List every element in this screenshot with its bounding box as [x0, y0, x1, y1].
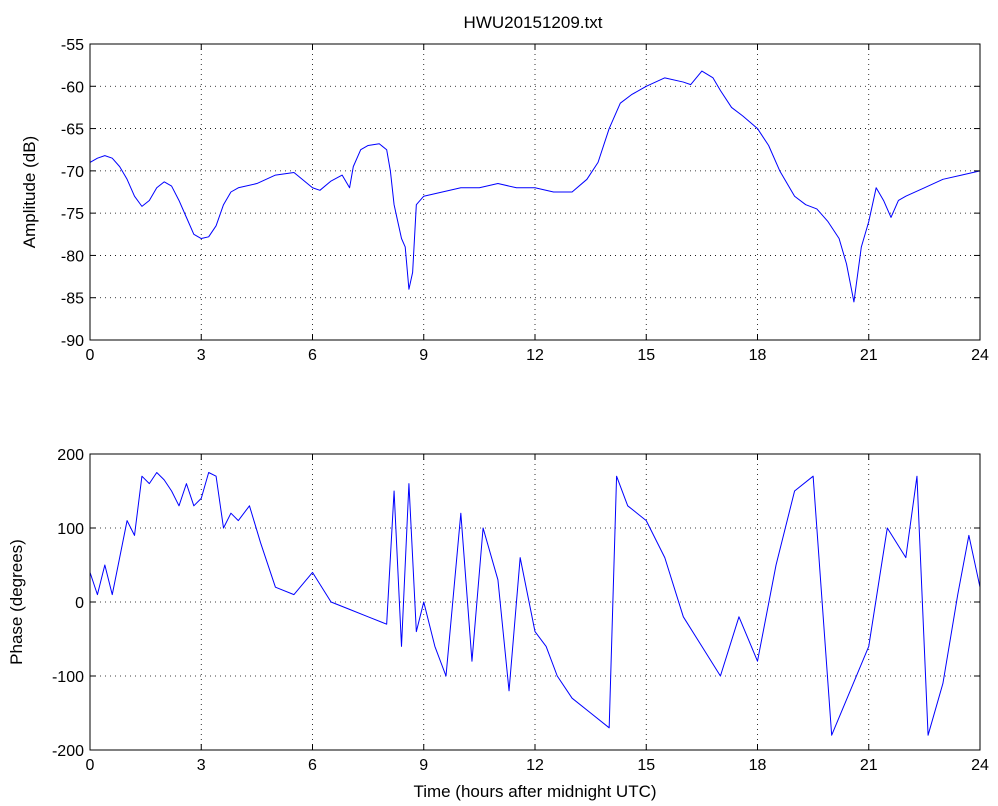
- amplitude-y-tick-label: -70: [61, 164, 84, 181]
- phase-y-tick-label: 100: [57, 521, 84, 538]
- amplitude-x-tick-label: 21: [860, 347, 878, 364]
- amplitude-series-line: [89, 70, 981, 303]
- amplitude-x-tick-label: 24: [971, 347, 989, 364]
- phase-x-tick-label: 0: [86, 757, 95, 774]
- phase-y-tick-label: -100: [52, 669, 84, 686]
- amplitude-x-tick-label: 12: [526, 347, 544, 364]
- phase-x-tick-label: 3: [197, 757, 206, 774]
- amplitude-x-tick-label: 0: [86, 347, 95, 364]
- amplitude-x-tick-label: 9: [419, 347, 428, 364]
- phase-x-tick-label: 6: [308, 757, 317, 774]
- phase-y-axis-label: Phase (degrees): [7, 539, 26, 665]
- chart-title: HWU20151209.txt: [464, 13, 603, 32]
- x-axis-label: Time (hours after midnight UTC): [413, 782, 656, 801]
- amplitude-y-axis-label: Amplitude (dB): [20, 136, 39, 248]
- phase-x-tick-label: 15: [637, 757, 655, 774]
- amplitude-plot: HWU20151209.txt 0 3 6 9 12 15 18 21 24 -55 -60 -65 -…: [20, 13, 989, 364]
- amplitude-grid: [90, 44, 980, 340]
- amplitude-x-tick-label: 6: [308, 347, 317, 364]
- amplitude-y-tick-label: -55: [61, 37, 84, 54]
- phase-series: [89, 472, 981, 736]
- phase-x-tick-label: 18: [749, 757, 767, 774]
- phase-x-tick-label: 12: [526, 757, 544, 774]
- phase-x-tick-label: 9: [419, 757, 428, 774]
- phase-y-tick-label: 200: [57, 447, 84, 464]
- phase-plot: 0 3 6 9 12 15 18 21 24 200 100 0 -100 -200 Phase (deg…: [7, 447, 989, 801]
- phase-ticks: 0 3 6 9 12 15 18 21 24 200 100 0 -100 -200: [52, 447, 989, 774]
- amplitude-y-tick-label: -90: [61, 333, 84, 350]
- phase-y-tick-label: -200: [52, 743, 84, 760]
- phase-x-tick-label: 21: [860, 757, 878, 774]
- amplitude-y-tick-label: -85: [61, 291, 84, 308]
- amplitude-x-tick-label: 15: [637, 347, 655, 364]
- amplitude-y-tick-label: -75: [61, 206, 84, 223]
- amplitude-x-tick-label: 18: [749, 347, 767, 364]
- amplitude-ticks: 0 3 6 9 12 15 18 21 24 -55 -60 -65 -70 -75 -80 -85 -90: [61, 37, 989, 364]
- phase-y-tick-label: 0: [75, 595, 84, 612]
- amplitude-y-tick-label: -65: [61, 122, 84, 139]
- amplitude-y-tick-label: -60: [61, 79, 84, 96]
- amplitude-series: [89, 70, 981, 303]
- amplitude-y-tick-label: -80: [61, 248, 84, 265]
- phase-grid: [90, 454, 980, 750]
- amplitude-x-tick-label: 3: [197, 347, 206, 364]
- phase-x-tick-label: 24: [971, 757, 989, 774]
- phase-series-line: [89, 472, 981, 736]
